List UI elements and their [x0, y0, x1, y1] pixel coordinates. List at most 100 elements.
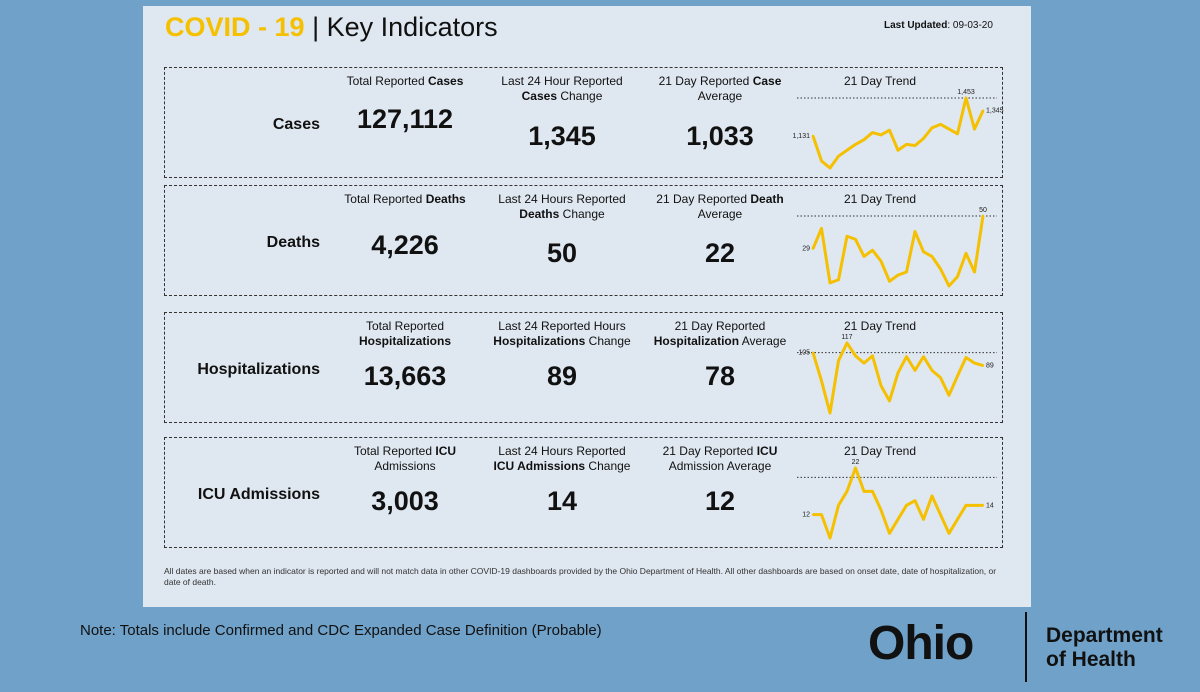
- trend-point: [811, 513, 815, 516]
- total-value: 13,663: [363, 361, 447, 391]
- last-updated-label: Last Updated: [884, 20, 948, 31]
- average-column: 21 Day Reported Case Average 1,033: [645, 68, 795, 152]
- total-column: Total Reported ICU Admissions 3,003: [330, 438, 480, 517]
- indicator-row-cases: Cases Total Reported Cases 127,112 Last …: [164, 67, 1004, 178]
- trend-header: 21 Day Trend: [843, 192, 917, 206]
- trend-point: [820, 227, 823, 230]
- title-separator: |: [312, 12, 320, 42]
- change-value: 14: [546, 486, 578, 516]
- trend-point: [973, 270, 976, 274]
- change-value: 89: [546, 361, 578, 391]
- change-column: Last 24 Reported Hours Hospitalizations …: [487, 313, 637, 392]
- indicator-row-icu-admissions: ICU Admissions Total Reported ICU Admiss…: [164, 437, 1003, 548]
- trend-point: [879, 259, 883, 263]
- trend-point: [930, 494, 934, 498]
- trend-point: [828, 281, 832, 285]
- trend-point: [811, 134, 815, 138]
- trend-label: 117: [841, 334, 852, 341]
- trend-point: [871, 131, 874, 134]
- total-column: Total Reported Hospitalizations 13,663: [330, 313, 480, 392]
- change-column: Last 24 Hours Reported Deaths Change 50: [487, 186, 637, 269]
- trend-label: 1,131: [792, 133, 810, 140]
- trend-point: [981, 109, 985, 112]
- trend-point: [964, 96, 968, 100]
- trend-point: [871, 354, 874, 358]
- trend-point: [947, 284, 951, 288]
- trend-label: 105: [798, 350, 810, 357]
- trend-point: [973, 504, 976, 507]
- trend-point: [862, 138, 866, 141]
- trend-point: [854, 354, 857, 358]
- trend-sparkline: 105 117 89: [797, 334, 997, 415]
- trend-point: [964, 356, 968, 359]
- trend-point: [811, 247, 815, 250]
- trend-point: [913, 369, 917, 372]
- trend-point: [837, 278, 840, 281]
- trend-point: [896, 371, 900, 374]
- trend-point: [922, 355, 925, 358]
- trend-point: [939, 267, 942, 271]
- trend-header: 21 Day Trend: [843, 444, 917, 458]
- trend-label: 50: [979, 207, 987, 214]
- trend-point: [871, 490, 874, 493]
- column-header: 21 Day Reported Case Average: [658, 74, 782, 103]
- trend-point: [828, 411, 832, 415]
- average-value: 78: [704, 361, 736, 391]
- title-key-indicators: Key Indicators: [326, 12, 498, 42]
- trend-point: [879, 133, 883, 137]
- trend-point: [862, 490, 866, 493]
- trend-point: [956, 518, 959, 521]
- trend-point: [939, 123, 942, 126]
- footnote: All dates are based when an indicator is…: [164, 566, 997, 587]
- column-header: Last 24 Hours Reported Deaths Change: [498, 192, 626, 221]
- trend-point: [947, 394, 951, 397]
- trend-point: [888, 129, 891, 132]
- trend-point: [888, 399, 891, 403]
- average-column: 21 Day Reported Death Average 22: [645, 186, 795, 269]
- trend-point: [879, 384, 883, 387]
- column-header: Total Reported ICU Admissions: [353, 444, 457, 473]
- total-value: 3,003: [371, 486, 439, 516]
- trend-point: [837, 504, 840, 507]
- ohio-logo-wordmark: Ohio: [868, 617, 974, 670]
- trend-point: [837, 154, 840, 158]
- trend-point: [905, 504, 908, 507]
- trend-point: [930, 369, 934, 372]
- column-header: Total Reported Hospitalizations: [358, 319, 451, 348]
- row-label: Hospitalizations: [197, 361, 320, 378]
- trend-point: [905, 143, 908, 146]
- trend-point: [896, 273, 900, 277]
- trend-point: [820, 379, 823, 383]
- trend-label: 14: [986, 502, 994, 509]
- trend-point: [896, 149, 900, 152]
- trend-point: [964, 252, 968, 255]
- trend-line: [811, 341, 984, 415]
- logo-line-2: of Health: [1046, 648, 1136, 671]
- column-header: 21 Day Reported Hospitalization Average: [653, 319, 787, 348]
- trend-point: [981, 504, 985, 507]
- trend-point: [939, 513, 942, 516]
- totals-note: Note: Totals include Confirmed and CDC E…: [80, 622, 602, 639]
- department-of-health-logo: Department of Health: [1046, 624, 1163, 672]
- change-column: Last 24 Hour Reported Cases Change 1,345: [487, 68, 637, 152]
- column-header: 21 Day Reported ICU Admission Average: [662, 444, 778, 473]
- trend-point: [905, 355, 908, 358]
- change-column: Last 24 Hours Reported ICU Admissions Ch…: [487, 438, 637, 517]
- trend-point: [964, 504, 968, 507]
- trend-point: [981, 364, 985, 367]
- trend-point: [845, 490, 849, 493]
- trend-point: [862, 255, 866, 258]
- trend-sparkline: 1,131 1,453 1,345: [792, 89, 1004, 170]
- trend-point: [871, 249, 874, 252]
- trend-sparkline: 12 22 14: [797, 459, 997, 540]
- trend-point: [922, 518, 925, 521]
- row-label: Deaths: [266, 234, 320, 251]
- page-title: COVID - 19 | Key Indicators: [165, 12, 498, 43]
- column-header: Last 24 Hours Reported ICU Admissions Ch…: [493, 444, 631, 473]
- trend-point: [973, 361, 976, 365]
- trend-header: 21 Day Trend: [843, 319, 917, 333]
- total-column: Total Reported Deaths 4,226: [330, 186, 480, 261]
- change-value: 1,345: [528, 121, 596, 151]
- trend-point: [888, 532, 891, 535]
- trend-label: 29: [802, 246, 810, 253]
